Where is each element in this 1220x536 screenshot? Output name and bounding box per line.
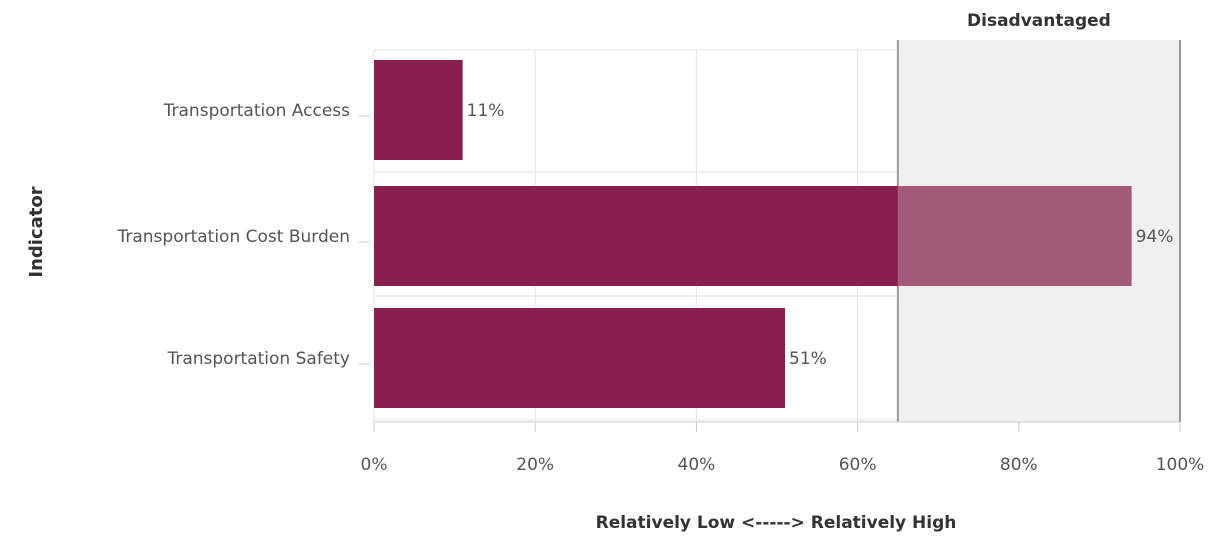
category-label-2: Transportation Safety (166, 349, 350, 369)
x-tick-label-0: 0% (361, 455, 388, 475)
category-label-1: Transportation Cost Burden (116, 227, 350, 247)
category-label-0: Transportation Access (163, 101, 350, 121)
axis-layer: Disadvantaged Relatively Low <-----> Rel… (26, 11, 1204, 533)
data-label-2: 51% (789, 349, 827, 369)
data-label-0: 11% (467, 101, 505, 121)
bar-1-in-zone (897, 186, 1132, 286)
x-axis-title: Relatively Low <-----> Relatively High (596, 513, 957, 533)
x-tick-label-5: 100% (1156, 455, 1205, 475)
y-axis-title: Indicator (26, 186, 47, 277)
bar-0 (374, 60, 463, 160)
bar-1 (374, 186, 898, 286)
labels-layer: 11% Transportation Access 94% Transportatio… (116, 101, 1173, 369)
x-tick-label-3: 60% (839, 455, 877, 475)
data-label-1: 94% (1136, 227, 1174, 247)
x-tick-label-1: 20% (516, 455, 554, 475)
x-tick-label-2: 40% (678, 455, 716, 475)
bars-layer (374, 60, 1132, 408)
bar-2 (374, 308, 786, 408)
x-tick-label-4: 80% (1000, 455, 1038, 475)
zone-label: Disadvantaged (967, 11, 1111, 31)
